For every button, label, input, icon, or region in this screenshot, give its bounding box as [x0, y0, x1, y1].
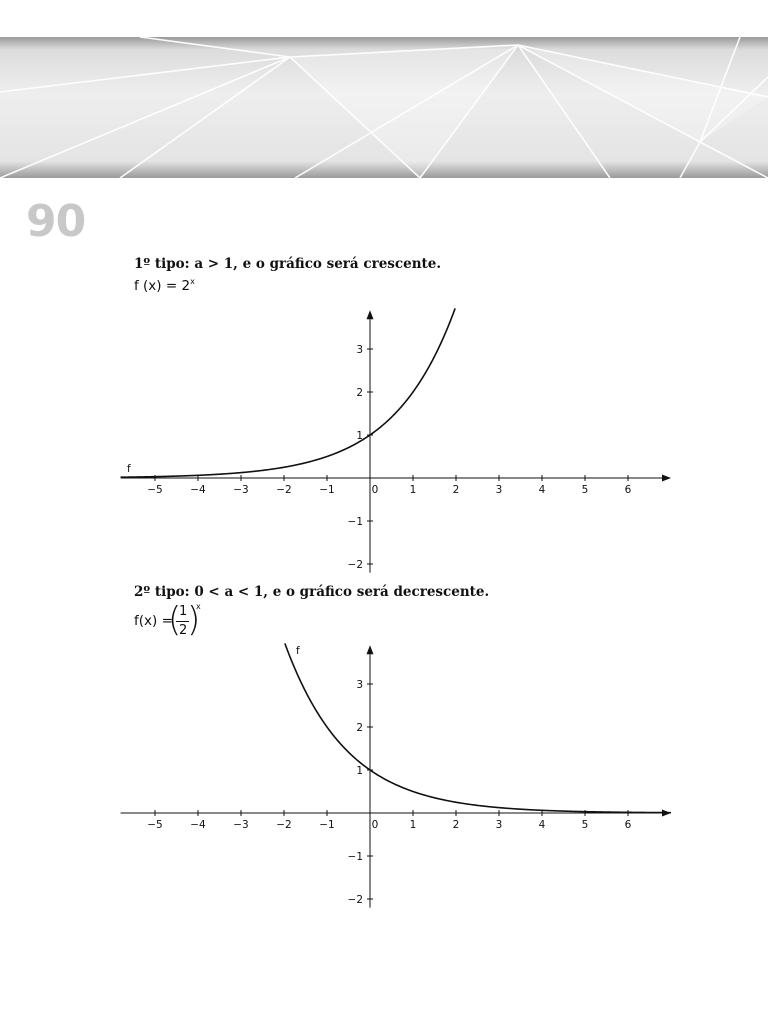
section1-formula: f (x) = 2x [134, 277, 195, 294]
x-tick-label: 3 [496, 484, 503, 496]
exponential-growth-graph: −5 −4 −3 −2 −1 0 1 2 3 4 5 6 −2 −1 1 2 3 f [120, 308, 671, 573]
formula-lhs: f(x) = [134, 613, 173, 629]
x-tick-label: −2 [276, 484, 291, 496]
x-tick-label: 6 [625, 819, 632, 831]
y-tick-label: −2 [348, 559, 363, 571]
x-tick-label: −3 [233, 819, 248, 831]
y-tick-label: 2 [356, 387, 363, 399]
x-tick-label: 6 [625, 484, 632, 496]
formula-exponent: x [196, 602, 201, 611]
x-tick-label: 4 [539, 484, 546, 496]
x-tick-label: −1 [319, 484, 334, 496]
x-tick-label: 0 [372, 484, 379, 496]
x-tick-label: 1 [410, 819, 417, 831]
y-tick-label: 3 [356, 679, 363, 691]
x-tick-label: 3 [496, 819, 503, 831]
fraction-numerator: 1 [179, 604, 188, 619]
formula-base: f (x) = 2 [134, 278, 191, 294]
x-tick-label: −4 [190, 484, 206, 496]
x-tick-label: −2 [276, 819, 291, 831]
y-axis-arrow [366, 310, 374, 320]
left-paren: ( [168, 600, 182, 640]
section2-heading: 2º tipo: 0 < a < 1, e o gráfico será dec… [134, 584, 490, 600]
y-tick-label: 1 [356, 765, 363, 777]
x-tick-label: −4 [190, 819, 206, 831]
x-tick-label: 4 [539, 819, 546, 831]
x-axis-arrow [662, 474, 671, 482]
y-tick-label: 2 [356, 722, 363, 734]
x-tick-label: 5 [582, 819, 589, 831]
section1-heading: 1º tipo: a > 1, e o gráfico será crescen… [134, 256, 442, 272]
right-paren: ) [187, 600, 201, 640]
curve-label: f [296, 645, 300, 657]
function-curve [284, 643, 671, 814]
x-tick-label: −3 [233, 484, 248, 496]
formula-exponent: x [190, 277, 195, 286]
function-curve [120, 308, 456, 479]
x-tick-label: 0 [372, 819, 379, 831]
banner-pattern [0, 37, 768, 178]
y-tick-label: −1 [348, 516, 363, 528]
y-tick-label: −1 [348, 851, 363, 863]
curve-label: f [127, 463, 131, 475]
page-number: 90 [26, 196, 86, 247]
y-tick-label: 3 [356, 344, 363, 356]
y-tick-label: −2 [348, 894, 363, 906]
x-tick-label: 1 [410, 484, 417, 496]
fraction-denominator: 2 [179, 623, 188, 638]
fraction-bar [176, 621, 189, 622]
x-tick-label: 5 [582, 484, 589, 496]
x-tick-label: −5 [147, 819, 162, 831]
x-tick-label: 2 [453, 484, 460, 496]
y-axis-arrow [366, 645, 374, 655]
x-tick-label: −5 [147, 484, 162, 496]
header-banner [0, 37, 768, 178]
x-tick-label: 2 [453, 819, 460, 831]
y-tick-label: 1 [356, 430, 363, 442]
x-tick-label: −1 [319, 819, 334, 831]
exponential-decay-graph: −5 −4 −3 −2 −1 0 1 2 3 4 5 6 −2 −1 1 2 3 f [120, 643, 671, 908]
